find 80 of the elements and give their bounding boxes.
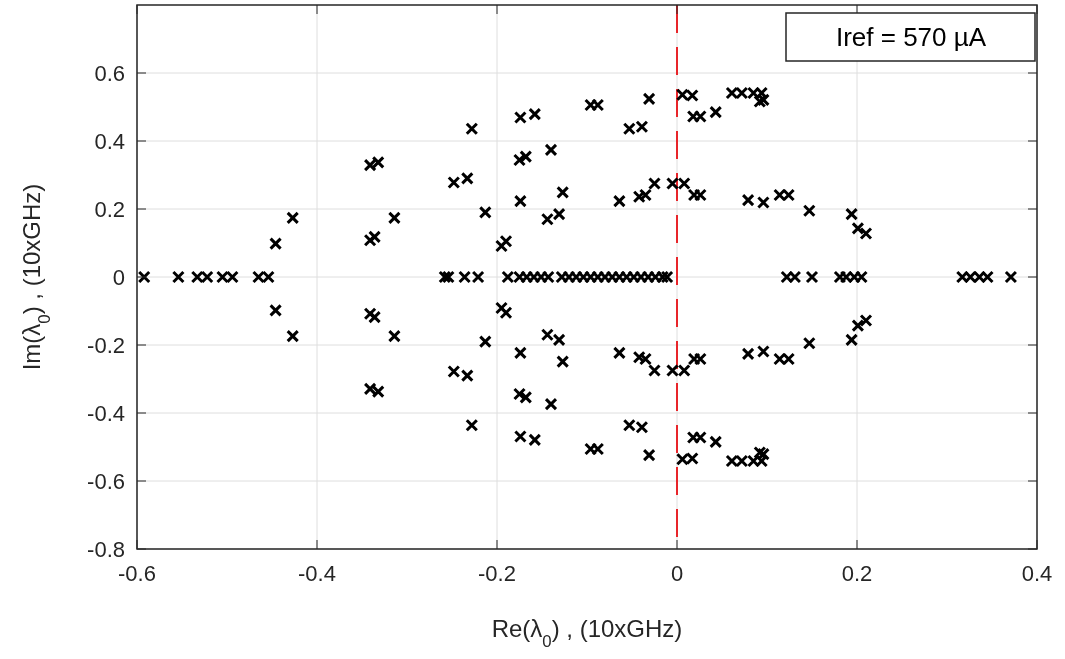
point — [859, 314, 873, 328]
point — [802, 336, 816, 350]
point — [642, 448, 656, 462]
point — [513, 387, 526, 401]
point — [741, 193, 755, 207]
point — [478, 335, 492, 349]
point — [513, 346, 527, 360]
point — [519, 150, 533, 164]
y-tick-label: 0.4 — [94, 128, 125, 154]
point — [387, 329, 401, 343]
x-tick-label: -0.2 — [478, 561, 516, 586]
point — [556, 185, 570, 199]
point — [648, 364, 661, 377]
point — [851, 221, 865, 235]
point — [519, 390, 533, 404]
point — [460, 369, 474, 383]
point — [363, 233, 377, 247]
x-tick-label: 0.4 — [1021, 561, 1053, 586]
point — [709, 105, 723, 119]
point — [528, 107, 542, 121]
point — [368, 230, 382, 244]
point — [513, 429, 527, 443]
point — [552, 207, 566, 221]
point — [269, 303, 283, 317]
point — [642, 92, 656, 106]
x-tick-label: -0.6 — [118, 561, 156, 586]
point — [513, 153, 526, 167]
point — [845, 333, 859, 347]
point — [513, 194, 527, 208]
point — [552, 333, 566, 347]
point — [845, 207, 859, 221]
point — [612, 346, 626, 360]
point — [528, 433, 542, 447]
y-tick-label: -0.6 — [87, 468, 125, 494]
point — [540, 328, 554, 342]
y-tick-label: 0 — [112, 264, 125, 290]
point — [556, 355, 570, 369]
point — [137, 270, 151, 284]
point — [447, 175, 461, 189]
point — [756, 344, 770, 358]
point — [859, 226, 873, 240]
point — [478, 205, 492, 219]
x-tick-label: 0.2 — [841, 561, 873, 586]
point — [709, 435, 723, 449]
point — [286, 329, 300, 343]
annotation: Iref = 570 µA — [835, 22, 987, 52]
y-tick-label: -0.2 — [87, 332, 125, 358]
point — [269, 237, 283, 251]
y-tick-label: 0.2 — [94, 196, 125, 222]
point — [805, 270, 819, 284]
point — [1004, 270, 1018, 284]
point — [495, 239, 508, 253]
point — [286, 211, 300, 225]
point — [741, 347, 755, 361]
point — [495, 301, 508, 315]
point — [612, 194, 626, 208]
point — [465, 418, 479, 432]
point — [513, 111, 527, 125]
point — [499, 306, 513, 320]
point — [756, 196, 770, 210]
x-tick-label: -0.4 — [298, 561, 336, 586]
y-tick-label: 0.6 — [94, 60, 125, 86]
y-tick-label: -0.8 — [87, 536, 125, 562]
x-axis-title: Re(λ$_{0}$) , (10xGHz) — [491, 615, 683, 651]
y-tick-label: -0.4 — [87, 400, 125, 426]
point — [544, 143, 558, 157]
point — [447, 365, 461, 379]
point — [499, 234, 513, 248]
point — [171, 270, 185, 284]
point — [851, 319, 865, 333]
point — [465, 122, 479, 136]
point — [648, 177, 661, 190]
point — [460, 171, 474, 185]
point — [363, 307, 377, 321]
point — [368, 310, 382, 324]
point — [544, 397, 558, 411]
point — [387, 211, 401, 225]
point — [802, 204, 816, 218]
x-tick-label: 0 — [670, 561, 684, 586]
point — [540, 212, 554, 226]
